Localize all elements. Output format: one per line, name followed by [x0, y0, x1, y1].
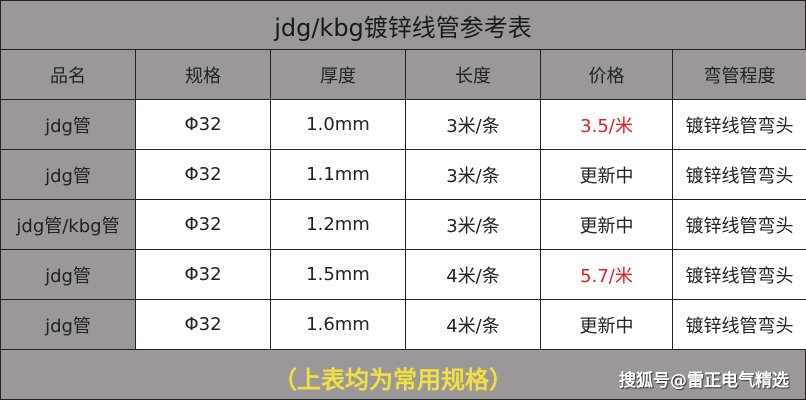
cell-thickness: 1.6mm [270, 299, 406, 350]
header-price: 价格 [540, 49, 673, 100]
cell-name: jdg管/kbg管 [0, 199, 136, 250]
header-spec: 规格 [135, 49, 271, 100]
table-title: jdg/kbg镀锌线管参考表 [0, 0, 806, 50]
cell-bend: 镀锌线管弯头 [672, 99, 806, 150]
table-row: jdg管 Φ32 1.5mm 4米/条 5.7/米 镀锌线管弯头 [0, 249, 806, 300]
cell-price: 更新中 [540, 299, 673, 350]
cell-thickness: 1.5mm [270, 249, 406, 300]
cell-spec: Φ32 [135, 99, 271, 150]
cell-thickness: 1.1mm [270, 149, 406, 200]
footer: （上表均为常用规格） 搜狐号@雷正电气精选 [0, 349, 806, 400]
cell-bend: 镀锌线管弯头 [672, 149, 806, 200]
cell-spec: Φ32 [135, 249, 271, 300]
price-table: 品名 规格 厚度 长度 价格 弯管程度 jdg管 Φ32 1.0mm 3米/条 3.5/… [0, 49, 806, 350]
cell-name: jdg管 [0, 299, 136, 350]
table-row: jdg管 Φ32 1.1mm 3米/条 更新中 镀锌线管弯头 [0, 149, 806, 200]
cell-spec: Φ32 [135, 299, 271, 350]
header-bend: 弯管程度 [672, 49, 806, 100]
table-row: jdg管/kbg管 Φ32 1.2mm 3米/条 更新中 镀锌线管弯头 [0, 199, 806, 250]
cell-spec: Φ32 [135, 149, 271, 200]
cell-price: 5.7/米 [540, 249, 673, 300]
cell-name: jdg管 [0, 99, 136, 150]
header-length: 长度 [405, 49, 541, 100]
cell-name: jdg管 [0, 249, 136, 300]
cell-length: 3米/条 [405, 199, 541, 250]
cell-length: 4米/条 [405, 299, 541, 350]
header-name: 品名 [0, 49, 136, 100]
cell-thickness: 1.0mm [270, 99, 406, 150]
cell-price: 3.5/米 [540, 99, 673, 150]
cell-bend: 镀锌线管弯头 [672, 199, 806, 250]
cell-price: 更新中 [540, 199, 673, 250]
cell-length: 3米/条 [405, 149, 541, 200]
header-thickness: 厚度 [270, 49, 406, 100]
footer-note: （上表均为常用规格） [273, 366, 513, 394]
cell-length: 3米/条 [405, 99, 541, 150]
header-row: 品名 规格 厚度 长度 价格 弯管程度 [0, 49, 806, 100]
cell-bend: 镀锌线管弯头 [672, 249, 806, 300]
table-row: jdg管 Φ32 1.0mm 3米/条 3.5/米 镀锌线管弯头 [0, 99, 806, 150]
cell-name: jdg管 [0, 149, 136, 200]
watermark: 搜狐号@雷正电气精选 [619, 371, 789, 391]
table-row: jdg管 Φ32 1.6mm 4米/条 更新中 镀锌线管弯头 [0, 299, 806, 350]
cell-spec: Φ32 [135, 199, 271, 250]
cell-thickness: 1.2mm [270, 199, 406, 250]
cell-bend: 镀锌线管弯头 [672, 299, 806, 350]
cell-length: 4米/条 [405, 249, 541, 300]
cell-price: 更新中 [540, 149, 673, 200]
